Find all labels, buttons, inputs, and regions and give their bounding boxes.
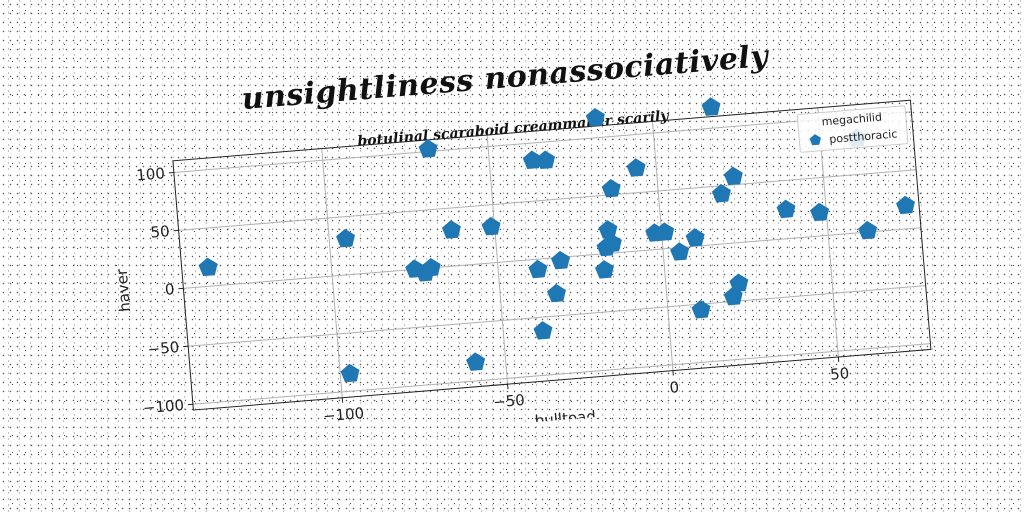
data-point — [594, 260, 614, 279]
data-point — [810, 202, 830, 222]
data-point — [441, 220, 461, 239]
legend-title: megachilid — [821, 111, 882, 129]
data-point — [896, 195, 915, 215]
axis-ticks: −100 −50 0 50 −100 −50 0 50 100 — [136, 164, 850, 425]
x-tick-label: −50 — [492, 391, 525, 412]
legend-entry-label: postthoracic — [829, 127, 898, 146]
data-point — [858, 220, 878, 240]
y-tick-label: 100 — [136, 164, 166, 184]
data-point — [670, 242, 690, 261]
data-point — [585, 108, 605, 127]
data-point — [655, 222, 675, 241]
data-point — [546, 283, 567, 303]
data-point — [711, 183, 731, 203]
data-point — [536, 150, 556, 170]
y-tick-label: −100 — [142, 396, 185, 417]
data-point — [528, 259, 548, 279]
data-point — [701, 97, 721, 116]
data-point — [776, 199, 796, 219]
legend-marker-pentagon-icon — [809, 134, 821, 146]
y-tick-label: −50 — [147, 338, 180, 359]
x-tick-label: 0 — [669, 378, 680, 397]
y-tick-label: 50 — [150, 222, 171, 242]
scatter-chart: −100 −50 0 50 −100 −50 0 50 100 bulltoad haver m… — [113, 97, 932, 430]
y-grid-line — [173, 111, 912, 173]
data-point — [723, 166, 743, 186]
data-point — [598, 220, 618, 239]
data-point — [729, 273, 749, 293]
y-grid-line — [178, 169, 917, 231]
data-point — [481, 216, 501, 236]
y-grid-line — [192, 343, 931, 405]
legend: megachilid postthoracic — [796, 105, 909, 153]
data-point — [336, 228, 355, 248]
x-grid-line — [486, 134, 509, 385]
data-points — [198, 97, 915, 383]
legend-box — [796, 105, 909, 153]
x-tick-label: 50 — [829, 364, 850, 384]
data-point — [340, 363, 360, 383]
data-point — [550, 250, 570, 270]
plot-figure: −100 −50 0 50 −100 −50 0 50 100 bulltoad haver m… — [60, 58, 964, 459]
x-axis-label: bulltoad — [534, 407, 596, 430]
data-point — [691, 299, 711, 319]
y-grid-line — [188, 285, 926, 347]
data-point — [466, 352, 486, 371]
data-point — [602, 233, 622, 253]
data-point — [522, 150, 542, 170]
data-point — [601, 179, 621, 198]
data-point — [418, 139, 438, 158]
data-point — [421, 257, 441, 277]
x-grid-line — [651, 121, 674, 371]
y-tick-label: 0 — [164, 280, 175, 299]
data-point — [626, 158, 646, 177]
data-point — [533, 321, 553, 340]
x-grid-line — [321, 148, 343, 398]
plot-frame — [172, 99, 932, 411]
data-point — [198, 257, 218, 277]
data-point — [685, 228, 705, 247]
y-axis-label: haver — [113, 267, 135, 312]
x-tick-label: −100 — [322, 404, 365, 425]
